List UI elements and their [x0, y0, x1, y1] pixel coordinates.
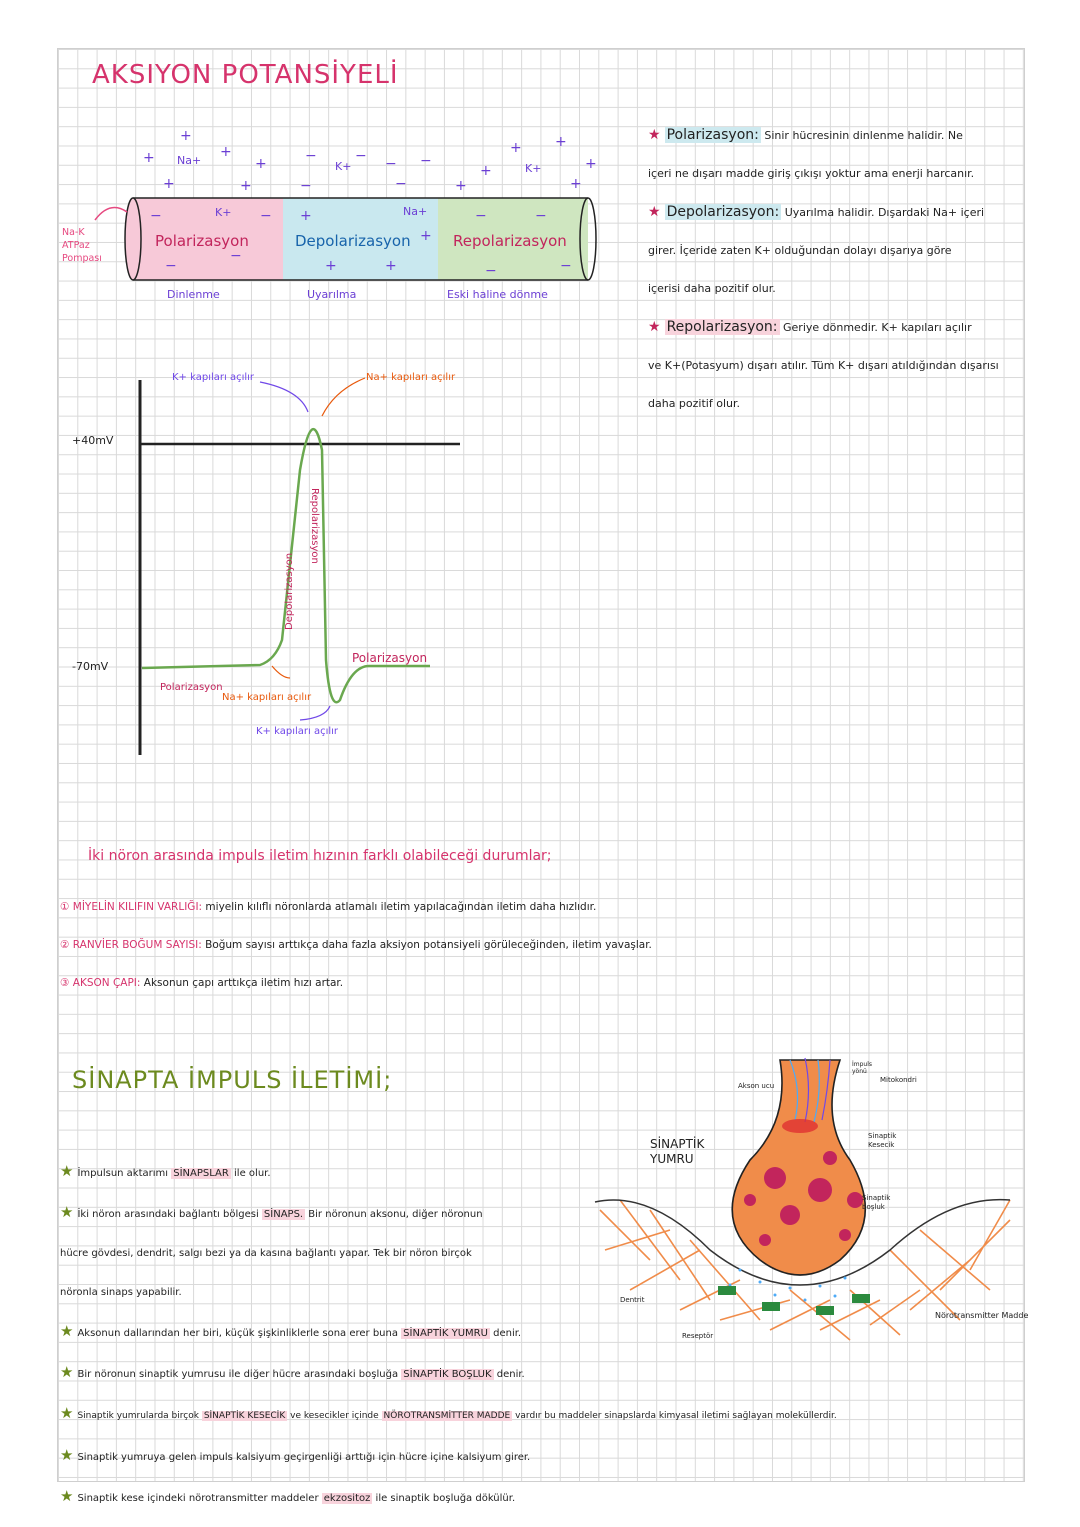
na-ion-label: Na+	[177, 154, 201, 167]
svg-text:−: −	[420, 153, 432, 169]
synapse-bullet: ★ Bir nöronun sinaptik yumrusu ile diğer …	[60, 1363, 525, 1381]
state-return: Eski haline dönme	[447, 288, 548, 301]
svg-text:−: −	[230, 248, 242, 264]
svg-text:−: −	[535, 208, 547, 224]
label-kesecik-1: Sinaptik	[868, 1132, 897, 1140]
potential-curve	[141, 427, 430, 704]
def-polarization: ★ Polarizasyon: Sinir hücresinin dinlenme…	[648, 127, 963, 143]
svg-text:+: +	[220, 144, 232, 160]
svg-text:−: −	[305, 148, 317, 164]
svg-text:+: +	[510, 140, 522, 156]
synapse-bullets: ★ İmpulsun aktarımı SİNAPSLAR ile olur. ★…	[60, 1152, 837, 1518]
svg-text:−: −	[165, 258, 177, 274]
def-depolarization: ★ Depolarizasyon: Uyarılma halidir. Dışar…	[648, 204, 985, 220]
k-ion-label: K+	[335, 160, 351, 173]
label-depol: Depolarizasyon	[284, 553, 295, 630]
page-title: AKSIYON POTANSİYELİ	[92, 60, 399, 90]
label-impuls-1: İmpuls	[852, 1061, 872, 1068]
segment-repolarization: Repolarizasyon	[453, 232, 567, 250]
label-pol-right: Polarizasyon	[352, 651, 427, 665]
svg-text:−: −	[355, 148, 367, 164]
label-reseptor: Reseptör	[682, 1332, 713, 1340]
label-akson-ucu: Akson ucu	[738, 1082, 774, 1090]
speed-item-myelin: ① MİYELİN KILIFIN VARLIĞI: miyelin kılıf…	[60, 901, 597, 913]
speed-item-ranvier: ② RANVİER BOĞUM SAYISI: Boğum sayısı art…	[60, 939, 652, 951]
label-k-open-bottom: K+ kapıları açılır	[256, 726, 339, 737]
synapse-bullet: ★ İki nöron arasındaki bağlantı bölgesi S…	[60, 1203, 483, 1221]
y-label-70: -70mV	[72, 660, 109, 673]
synapse-bullet: ★ Sinaptik kese içindeki nörotransmitter …	[60, 1487, 516, 1505]
k-ion-label: K+	[215, 206, 231, 219]
synapse-bullet-cont: hücre gövdesi, dendrit, salgı bezi ya da…	[60, 1248, 472, 1259]
axon-diagram: +++ ++ + − − − − −− +++ +++ −−− − ++ ++− −−− …	[94, 128, 597, 301]
grid-paper	[57, 48, 1025, 1482]
y-label-40: +40mV	[72, 434, 114, 447]
action-potential-graph: +40mV -70mV K+ kapıları açılır Na+ kapıl…	[72, 372, 460, 755]
synapse-bullet: ★ Sinaptik yumruya gelen impuls kalsiyum …	[60, 1446, 531, 1464]
repolarization-region	[438, 198, 588, 280]
synapse-bullet: ★ Sinaptik yumrularda birçok SİNAPTİK KES…	[60, 1404, 837, 1422]
svg-text:+: +	[480, 163, 492, 179]
neurotransmitter-dots	[728, 1268, 847, 1302]
synapse-diagram: SİNAPTİK YUMRU Akson ucu İmpuls yönü Mit…	[594, 1057, 1028, 1341]
state-rest: Dinlenme	[167, 288, 220, 301]
speed-list: ① MİYELİN KILIFIN VARLIĞI: miyelin kılıf…	[60, 888, 652, 1002]
svg-text:+: +	[240, 178, 252, 194]
svg-text:+: +	[455, 178, 467, 194]
label-repol: Repolarizasyon	[309, 488, 320, 564]
synapse-bullet: ★ Aksonun dallarından her biri, küçük şiş…	[60, 1322, 522, 1340]
svg-text:−: −	[560, 258, 572, 274]
pump-label: Na-K ATPaz Pompası	[62, 227, 102, 264]
speed-heading: İki nöron arasında impuls iletim hızının…	[88, 848, 552, 864]
svg-text:+: +	[420, 228, 432, 244]
label-bosluk-2: boşluk	[862, 1203, 886, 1211]
svg-text:+: +	[143, 150, 155, 166]
definitions: ★ Polarizasyon: Sinir hücresinin dinlenme…	[648, 116, 1018, 423]
svg-text:+: +	[570, 176, 582, 192]
svg-text:+: +	[385, 258, 397, 274]
label-impuls-2: yönü	[852, 1068, 867, 1075]
polarization-region	[133, 198, 283, 280]
synapse-title: SİNAPTA İMPULS İLETİMİ;	[72, 1066, 393, 1094]
svg-text:+: +	[180, 128, 192, 144]
svg-text:−: −	[150, 208, 162, 224]
svg-text:−: −	[300, 178, 312, 194]
state-excited: Uyarılma	[307, 288, 356, 301]
na-ion-label: Na+	[403, 205, 427, 218]
k-ion-label: K+	[525, 162, 541, 175]
synaptic-knob	[731, 1059, 867, 1276]
svg-text:+: +	[300, 208, 312, 224]
svg-text:+: +	[163, 176, 175, 192]
svg-text:+: +	[255, 156, 267, 172]
label-kesecik-2: Kesecik	[868, 1141, 895, 1149]
label-yumru-1: SİNAPTİK	[650, 1136, 705, 1151]
mitochondrion	[782, 1119, 818, 1133]
label-bosluk-1: Sinaptik	[862, 1194, 891, 1202]
label-na-open-top: Na+ kapıları açılır	[366, 372, 456, 383]
svg-text:−: −	[395, 176, 407, 192]
def-repolarization: ★ Repolarizasyon: Geriye dönmedir. K+ kap…	[648, 319, 972, 335]
svg-text:−: −	[485, 263, 497, 279]
label-norotransmitter: Nörotransmitter Madde	[935, 1311, 1028, 1320]
svg-text:+: +	[555, 134, 567, 150]
label-pol-left: Polarizasyon	[160, 682, 223, 693]
receptors	[718, 1286, 870, 1315]
speed-item-diameter: ③ AKSON ÇAPI: Aksonun çapı arttıkça ilet…	[60, 977, 344, 989]
label-na-open-bottom: Na+ kapıları açılır	[222, 692, 312, 703]
svg-text:+: +	[585, 156, 597, 172]
svg-text:−: −	[385, 156, 397, 172]
segment-depolarization: Depolarizasyon	[295, 232, 411, 250]
label-mitokondri: Mitokondri	[880, 1076, 917, 1084]
synapse-bullet-cont: nöronla sinaps yapabilir.	[60, 1287, 182, 1298]
svg-text:−: −	[260, 208, 272, 224]
svg-text:−: −	[475, 208, 487, 224]
label-dentrit: Dentrit	[620, 1296, 645, 1304]
label-k-open-top: K+ kapıları açılır	[172, 372, 255, 383]
synapse-bullet: ★ İmpulsun aktarımı SİNAPSLAR ile olur.	[60, 1162, 271, 1180]
synaptic-vesicles	[744, 1151, 863, 1246]
segment-polarization: Polarizasyon	[155, 232, 249, 250]
depolarization-region	[283, 198, 438, 280]
label-yumru-2: YUMRU	[649, 1152, 694, 1166]
svg-text:+: +	[325, 258, 337, 274]
